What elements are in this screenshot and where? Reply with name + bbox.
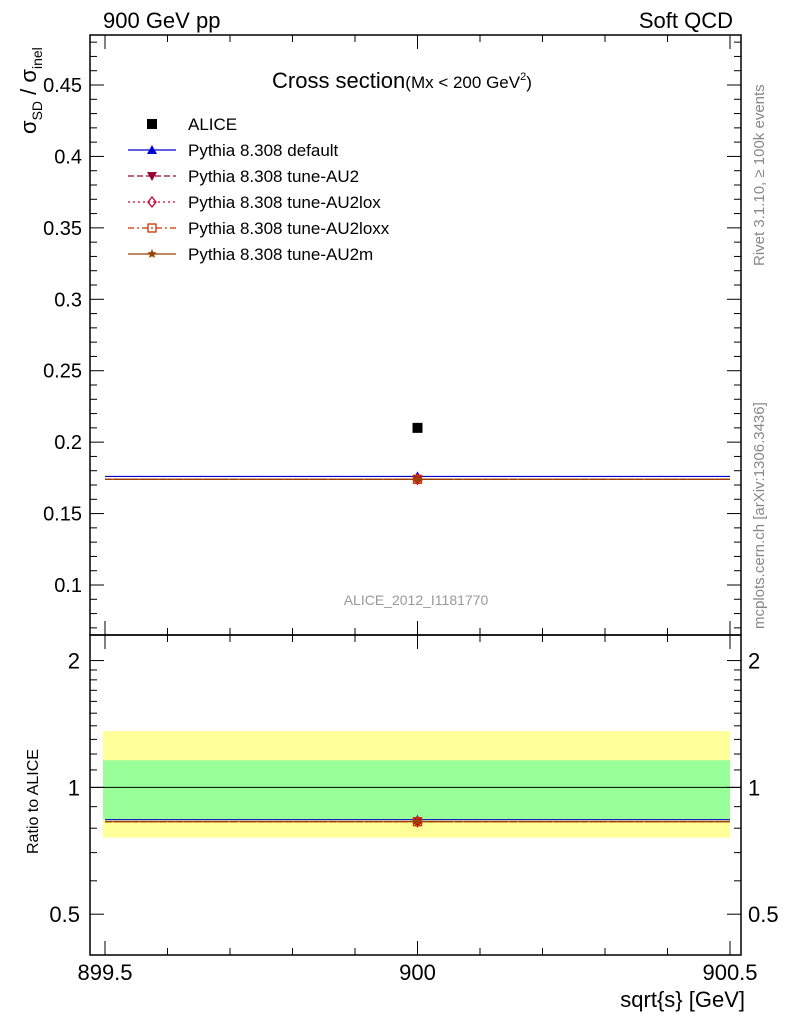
series-5-point xyxy=(412,474,423,484)
x-tick-label: 899.5 xyxy=(77,960,132,985)
main-y-axis-label-slash: / σ xyxy=(16,69,41,101)
series-0-point xyxy=(412,422,423,433)
x-axis-label: sqrt{s} [GeV] xyxy=(620,987,745,1012)
ratio-axis-ticks: 0.5 0.5 1 1 2 2 899.5 900 900.5 xyxy=(49,635,779,985)
legend-entry-5-label: Pythia 8.308 tune-AU2m xyxy=(188,245,373,264)
main-y-tick-label: 0.15 xyxy=(43,504,82,526)
chart-title-suffix-sup: 2 xyxy=(520,71,526,83)
main-y-tick-label: 0.3 xyxy=(54,289,82,311)
ratio-y-axis-label: Ratio to ALICE xyxy=(25,749,42,854)
ratio-y-tick-label-left: 2 xyxy=(68,649,80,674)
ratio-series-4-point xyxy=(412,816,423,826)
header-right-label: Soft QCD xyxy=(639,8,733,33)
x-tick-label: 900.5 xyxy=(702,960,757,985)
ratio-series-layer xyxy=(105,814,730,828)
legend-entry-3-marker xyxy=(147,195,157,209)
legend-entry-4-marker xyxy=(147,223,157,233)
main-panel: 0.1 0.15 0.2 0.25 0.3 0.35 0.4 0.45 Cross secti… xyxy=(16,34,742,636)
legend-entry-2-marker xyxy=(147,172,157,181)
main-y-tick-label: 0.4 xyxy=(54,146,82,168)
ratio-y-tick-label-left: 1 xyxy=(68,775,80,800)
legend-entry-1-label: Pythia 8.308 default xyxy=(188,141,339,160)
ratio-inner-uncertainty-band xyxy=(103,760,730,820)
main-y-tick-label: 0.2 xyxy=(54,432,82,454)
chart-title: Cross section(Mx < 200 GeV2) xyxy=(272,68,532,93)
ratio-y-tick-label-right: 0.5 xyxy=(748,902,779,927)
legend-entry-2-label: Pythia 8.308 tune-AU2 xyxy=(188,167,359,186)
legend-entry-1-marker xyxy=(147,145,157,154)
main-y-tick-label: 0.25 xyxy=(43,361,82,383)
legend-entry-3-label: Pythia 8.308 tune-AU2lox xyxy=(188,193,381,212)
main-y-axis-label-sub2: inel xyxy=(29,47,45,69)
ratio-y-tick-label-right: 2 xyxy=(748,649,760,674)
chart-title-main: Cross section xyxy=(272,68,405,93)
main-series-layer xyxy=(105,422,730,486)
main-y-axis-label-sub1: SD xyxy=(29,101,45,120)
main-y-axis-label-sigma: σ xyxy=(16,120,41,134)
main-axis-ticks: 0.1 0.15 0.2 0.25 0.3 0.35 0.4 0.45 xyxy=(43,35,741,635)
ratio-y-tick-label-left: 0.5 xyxy=(49,902,80,927)
legend-entry-5-marker xyxy=(147,249,157,259)
main-y-axis-label: σSD / σinel xyxy=(16,47,45,134)
ratio-bands xyxy=(90,731,741,838)
analysis-label: ALICE_2012_I1181770 xyxy=(344,592,489,608)
x-tick-label: 900 xyxy=(399,960,436,985)
legend-entry-0-label: ALICE xyxy=(188,115,237,134)
chart-title-suffix-close: ) xyxy=(526,73,532,92)
ratio-y-tick-label-right: 1 xyxy=(748,775,760,800)
ratio-panel: 0.5 0.5 1 1 2 2 899.5 900 900.5 Ratio to ALICE s… xyxy=(25,634,779,1012)
legend-entry-4-label: Pythia 8.308 tune-AU2loxx xyxy=(188,219,390,238)
ratio-frame xyxy=(89,634,742,956)
main-y-tick-label: 0.35 xyxy=(43,218,82,240)
legend-entry-0-marker xyxy=(147,119,157,129)
mcplots-reference-label: mcplots.cern.ch [arXiv:1306.3436] xyxy=(751,402,768,629)
main-y-tick-label: 0.1 xyxy=(54,575,82,597)
main-y-tick-label: 0.45 xyxy=(43,75,82,97)
chart-title-suffix: (Mx < 200 GeV xyxy=(405,73,520,92)
rivet-version-label: Rivet 3.1.10, ≥ 100k events xyxy=(751,84,768,266)
legend: ALICE Pythia 8.308 default Pythia 8.308 tu… xyxy=(128,115,390,264)
header-left-label: 900 GeV pp xyxy=(103,8,220,33)
